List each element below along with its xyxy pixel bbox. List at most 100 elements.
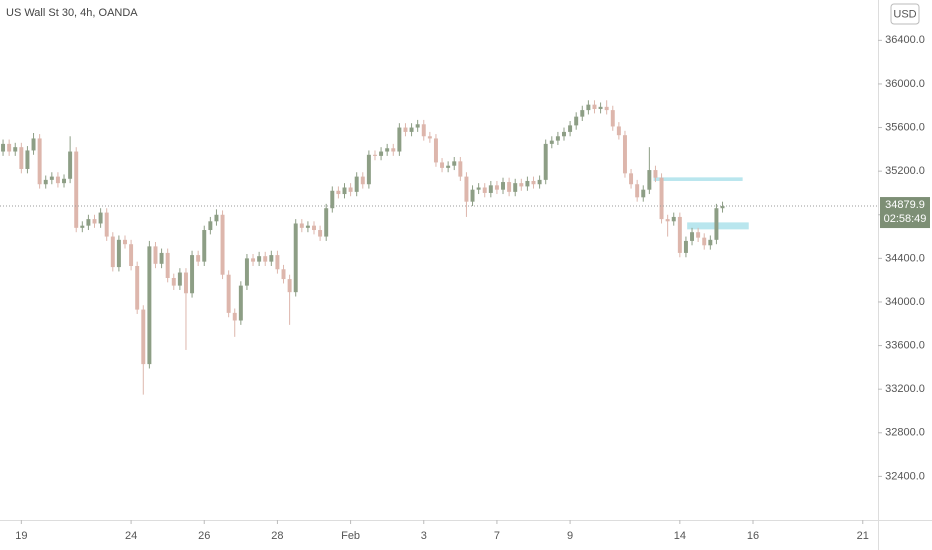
x-tick-label: 9 [567,530,573,542]
candle-body [74,151,79,228]
candle-body [391,148,396,152]
candle-body [592,104,597,110]
candle-body [55,176,60,184]
candle-body [476,187,481,190]
candle-body [141,309,146,365]
countdown-label: 02:58:49 [884,213,927,225]
y-tick-label: 35600.0 [885,121,925,133]
candle-body [501,182,506,190]
candle-body [7,143,12,152]
x-tick-label: 14 [674,530,686,542]
candle-body [220,214,225,275]
candle-body [714,208,719,240]
candle-body [269,255,274,262]
candle-body [153,246,158,264]
candle-body [25,150,30,169]
candle-body [531,180,536,185]
candle-body [470,189,475,202]
candle-body [446,165,451,168]
candle-body [372,154,377,156]
candle-body [671,216,676,222]
candle-body [68,151,73,179]
candle-body [403,127,408,132]
candle-body [43,179,48,185]
candle-body [171,277,176,286]
candle-body [458,161,463,177]
candle-body [385,148,390,152]
candle-body [263,256,268,262]
candle-body [13,147,18,152]
candle-body [281,269,286,280]
candle-body [622,135,627,174]
x-tick-label: 16 [747,530,759,542]
candle-body [19,147,24,169]
candle-body [251,258,256,262]
candle-body [641,189,646,198]
candle-body [397,127,402,152]
candle-body [226,274,231,313]
candle-body [421,124,426,137]
y-tick-label: 36000.0 [885,78,925,90]
candle-body [86,219,91,226]
candle-body [543,143,548,180]
candle-body [232,312,237,321]
candle-body [287,279,292,293]
candle-body [659,177,664,220]
candle-body [305,225,310,228]
candle-body [190,255,195,294]
last-price-tag [880,197,930,229]
candle-body [635,184,640,198]
candle-body [549,140,554,144]
candle-body [312,225,316,231]
candle-body [488,185,493,193]
currency-label[interactable]: USD [893,8,916,20]
x-tick-label: 24 [125,530,137,542]
candle-body [610,110,615,127]
x-tick-label: 28 [271,530,283,542]
candle-body [720,206,725,209]
candle-body [116,239,121,268]
candle-body [257,256,262,262]
candle-body [92,219,97,224]
candle-body [647,170,652,190]
candle-body [1,143,6,152]
candle-body [342,187,347,195]
candle-body [98,212,103,224]
candle-body [330,190,335,209]
candle-body [177,272,182,286]
candle-body [360,176,365,185]
candle-body [275,255,280,270]
candle-body [318,230,323,237]
y-tick-label: 33200.0 [885,383,925,395]
x-tick-label: Feb [341,530,360,542]
candle-body [525,180,530,187]
currency-button[interactable] [890,3,920,25]
candle-body [208,221,213,231]
candle-body [31,138,36,151]
x-tick-label: 7 [494,530,500,542]
candle-body [147,246,152,365]
y-tick-label: 34400.0 [885,252,925,264]
candle-body [433,138,438,163]
candle-body [629,173,634,185]
candle-body [574,116,579,126]
candle-body [507,182,512,192]
x-tick-label: 26 [198,530,210,542]
candle-body [49,176,54,180]
y-tick-label: 35200.0 [885,165,925,177]
candle-body [324,208,329,237]
candle-body [598,106,603,110]
y-tick-label: 36400.0 [885,34,925,46]
candle-body [159,252,164,264]
candle-body [580,110,585,117]
chart-title: US Wall St 30, 4h, OANDA [6,7,138,19]
x-tick-label: 19 [15,530,27,542]
candle-body [604,106,609,111]
candle-body [238,285,243,321]
y-tick-label: 34000.0 [885,296,925,308]
candle-body [348,187,353,192]
last-price-label: 34879.9 [885,199,925,211]
candle-body [196,255,201,262]
